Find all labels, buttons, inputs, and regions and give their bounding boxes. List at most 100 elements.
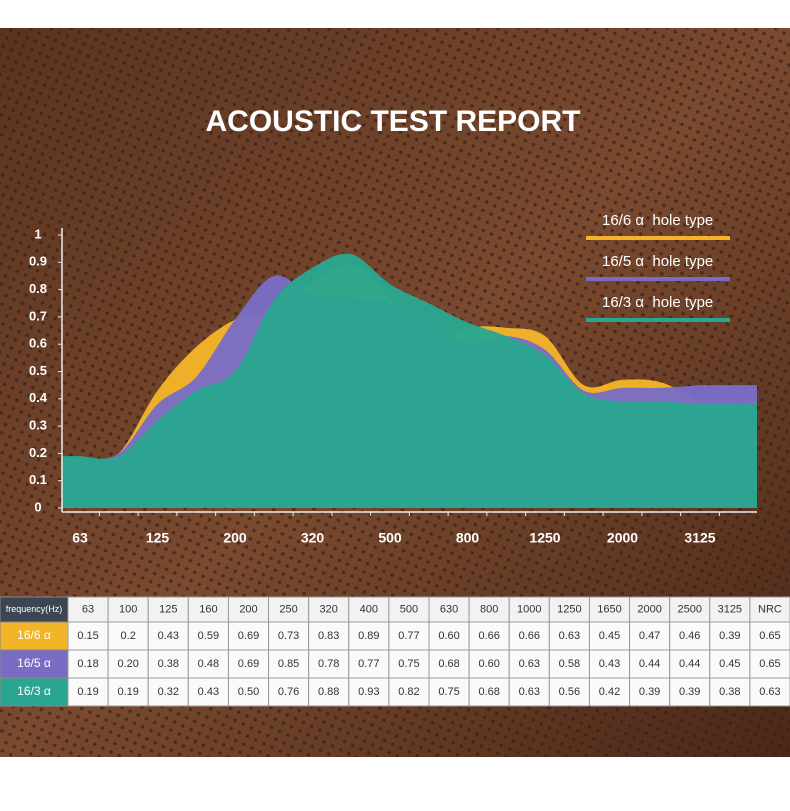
header-text: 3125	[718, 603, 742, 615]
y-tick-label: 0.1	[29, 472, 47, 487]
y-tick-label: 0.8	[29, 281, 47, 296]
cell-text: 0.2	[121, 630, 136, 642]
x-tick-label: 125	[146, 530, 170, 546]
table-cell	[709, 677, 751, 707]
x-tick-label: 1250	[529, 530, 560, 546]
cell-text: 0.68	[438, 658, 459, 670]
header-cell	[588, 596, 631, 623]
table-cell	[588, 677, 631, 707]
header-text: 1000	[517, 603, 541, 615]
legend-label: 16/6 α hole type	[602, 212, 713, 229]
header-text: 63	[82, 603, 94, 615]
chart-title: ACOUSTIC TEST REPORT	[205, 105, 580, 138]
cell-text: 0.65	[759, 630, 780, 642]
cell-text: 0.63	[519, 658, 540, 670]
table-cell	[348, 621, 390, 651]
cell-text: 0.48	[198, 658, 219, 670]
cell-text: 0.42	[599, 686, 620, 698]
cell-text: 0.38	[719, 686, 740, 698]
cell-text: 0.89	[358, 630, 379, 642]
y-tick-label: 1	[34, 226, 41, 241]
header-text: 400	[360, 603, 378, 615]
table-cell	[629, 621, 671, 651]
cell-text: 0.69	[238, 658, 259, 670]
table-cell	[468, 649, 510, 679]
table-cell	[348, 649, 390, 679]
cell-text: 0.46	[679, 630, 700, 642]
cell-text: 0.65	[759, 658, 780, 670]
cell-text: 0.78	[318, 658, 339, 670]
table-cell	[388, 621, 430, 651]
cell-text: 0.39	[719, 630, 740, 642]
y-tick-label: 0.7	[29, 308, 47, 323]
x-tick-label: 800	[456, 530, 480, 546]
table-cell	[669, 649, 711, 679]
table-cell	[468, 621, 510, 651]
area	[62, 253, 757, 508]
header-cell	[388, 596, 430, 623]
table-cell	[428, 677, 470, 707]
cell-text: 0.63	[519, 686, 540, 698]
table-cell	[268, 621, 310, 651]
x-tick-label: 320	[301, 530, 325, 546]
table-cell	[308, 649, 350, 679]
header-text: 250	[279, 603, 297, 615]
header-text: 1650	[597, 603, 621, 615]
y-tick-label: 0.4	[29, 390, 48, 405]
header-text: 2000	[637, 603, 661, 615]
cell-text: 0.85	[278, 658, 299, 670]
cell-text: 0.88	[318, 686, 339, 698]
y-tick-label: 0.5	[29, 363, 47, 378]
cell-text: 0.76	[278, 686, 299, 698]
cell-text: 0.50	[238, 686, 259, 698]
cell-text: 0.20	[117, 658, 138, 670]
cell-text: 0.59	[198, 630, 219, 642]
cell-text: 0.44	[639, 658, 660, 670]
table-cell	[67, 677, 109, 707]
x-tick-label: 200	[223, 530, 247, 546]
legend-label: 16/3 α hole type	[602, 294, 713, 311]
cell-text: 0.39	[639, 686, 660, 698]
cell-text: 0.60	[478, 658, 499, 670]
table-cell	[227, 621, 270, 651]
row-label-cell	[0, 621, 69, 651]
cell-text: 0.66	[478, 630, 499, 642]
table-cell	[468, 677, 510, 707]
x-tick-label: 500	[378, 530, 402, 546]
table-cell	[227, 677, 270, 707]
table-cell	[749, 677, 790, 707]
table-cell	[749, 621, 790, 651]
header-cell	[508, 596, 550, 623]
table-cell	[107, 649, 149, 679]
cell-text: 0.44	[679, 658, 700, 670]
header-cell	[348, 596, 390, 623]
header-text: 200	[239, 603, 257, 615]
y-tick-label: 0	[34, 499, 41, 514]
cell-text: 0.69	[238, 630, 259, 642]
cell-text: 0.43	[599, 658, 620, 670]
header-text: 630	[440, 603, 458, 615]
table-cell	[709, 621, 751, 651]
cell-text: 0.47	[639, 630, 660, 642]
row-label-cell	[0, 649, 69, 679]
table-cell	[187, 621, 229, 651]
cell-text: 0.38	[158, 658, 179, 670]
cell-text: 0.32	[158, 686, 179, 698]
cell-text: 0.56	[559, 686, 580, 698]
table-cell	[268, 677, 310, 707]
header-text: 160	[199, 603, 217, 615]
header-cell	[749, 596, 790, 623]
table-cell	[548, 677, 590, 707]
cell-text: 0.18	[77, 658, 98, 670]
table-cell	[388, 649, 430, 679]
cell-text: 0.19	[117, 686, 138, 698]
x-tick-label: 2000	[607, 530, 638, 546]
y-tick-label: 0.2	[29, 445, 47, 460]
table-cell	[227, 649, 270, 679]
x-tick-label: 63	[72, 530, 88, 546]
table-cell	[629, 677, 671, 707]
header-text: 500	[400, 603, 418, 615]
header-cell	[67, 596, 109, 623]
cell-text: 0.83	[318, 630, 339, 642]
y-tick-label: 0.6	[29, 336, 47, 351]
